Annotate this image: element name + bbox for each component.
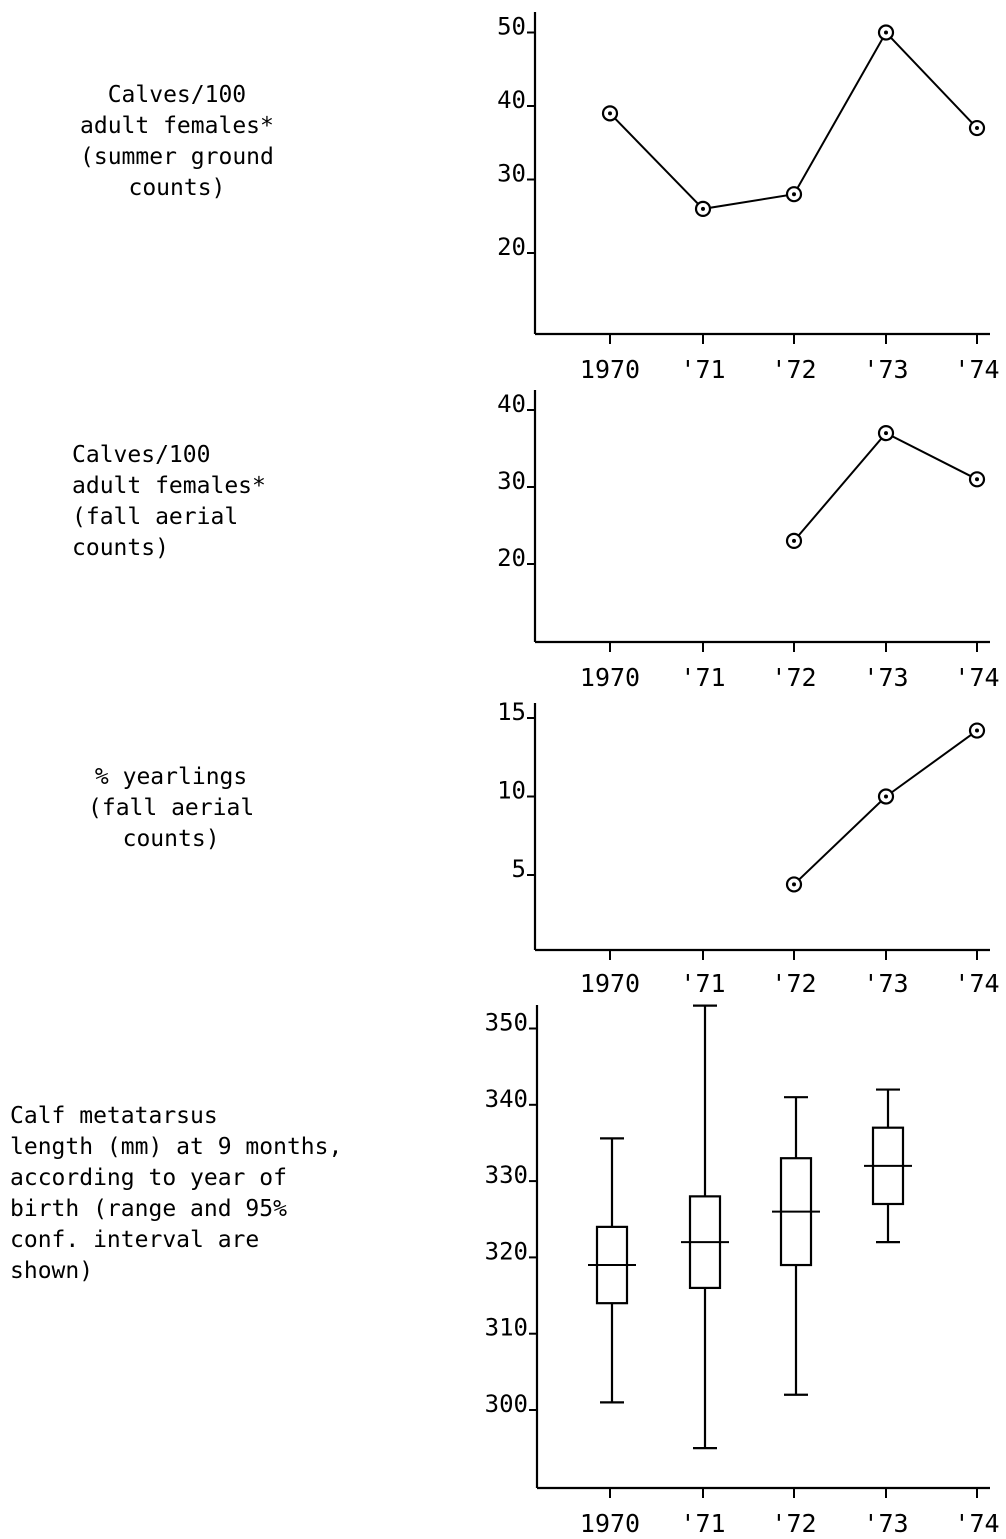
x-tick-label: '73: [863, 355, 908, 384]
data-point: [785, 876, 803, 893]
panel-3-label: % yearlings (fall aerial counts): [88, 764, 255, 852]
data-point: [785, 186, 803, 203]
y-tick-label: 350: [485, 1009, 528, 1037]
box-3: [772, 1096, 820, 1396]
data-point: [877, 788, 895, 805]
x-tick-label: 1970: [580, 969, 640, 998]
y-tick-label: 340: [485, 1085, 528, 1113]
y-tick-label: 310: [485, 1314, 528, 1342]
series-line: [793, 729, 978, 886]
box-4: [864, 1088, 912, 1244]
data-point: [968, 722, 986, 739]
chart-panel-3: 15 10 5 1970 '71 '72 '73 '74: [497, 698, 999, 998]
y-tick-label: 50: [497, 13, 526, 41]
series-line: [609, 30, 978, 210]
x-tick-label: '71: [680, 663, 725, 692]
x-tick-label: '73: [863, 1509, 908, 1538]
y-tick-label: 330: [485, 1161, 528, 1189]
y-tick-label: 40: [497, 390, 526, 418]
x-tick-label: '72: [771, 355, 816, 384]
y-tick-label: 30: [497, 467, 526, 495]
data-point: [877, 425, 895, 442]
y-tick-label: 320: [485, 1237, 528, 1265]
chart-panel-4: 350 340 330 320 310 300 1970 '71 '72 '73 '74: [485, 1004, 1000, 1538]
chart-panel-1: 50 40 30 20 1970 '71 '72 '73 '74: [497, 12, 1000, 384]
y-tick-label: 20: [497, 544, 526, 572]
x-tick-label: '71: [680, 969, 725, 998]
data-point: [968, 471, 986, 488]
x-tick-label: 1970: [580, 663, 640, 692]
x-tick-label: '74: [954, 663, 999, 692]
box-2: [681, 1004, 729, 1450]
x-tick-label: '73: [863, 663, 908, 692]
y-tick-label: 5: [512, 855, 526, 883]
x-tick-label: '73: [863, 969, 908, 998]
chart-panel-2: 40 30 20 1970 '71 '72 '73 '74: [497, 390, 1000, 692]
data-point: [694, 200, 712, 217]
y-tick-label: 30: [497, 160, 526, 188]
x-tick-label: '72: [771, 663, 816, 692]
y-tick-label: 40: [497, 86, 526, 114]
x-tick-label: '74: [954, 969, 999, 998]
data-point: [601, 105, 619, 122]
panel-1-label: Calves/100 adult females* (summer ground…: [80, 82, 274, 201]
data-point: [968, 119, 986, 137]
y-tick-label: 10: [497, 777, 526, 805]
x-tick-label: 1970: [580, 355, 640, 384]
x-tick-label: '74: [954, 355, 999, 384]
data-point: [877, 24, 895, 41]
x-tick-label: '72: [771, 969, 816, 998]
y-tick-label: 300: [485, 1390, 528, 1418]
x-tick-label: '74: [954, 1509, 999, 1538]
x-tick-label: 1970: [580, 1509, 640, 1538]
box-1: [588, 1137, 636, 1404]
x-tick-label: '71: [680, 1509, 725, 1538]
panel-4-label: Calf metatarsus length (mm) at 9 months,…: [10, 1103, 343, 1284]
y-tick-label: 15: [497, 698, 526, 726]
series-line: [793, 431, 978, 542]
x-tick-label: '71: [680, 355, 725, 384]
x-tick-label: '72: [771, 1509, 816, 1538]
y-tick-label: 20: [497, 233, 526, 261]
data-point: [785, 532, 803, 550]
panel-2-label: Calves/100 adult females* (fall aerial c…: [72, 442, 266, 561]
